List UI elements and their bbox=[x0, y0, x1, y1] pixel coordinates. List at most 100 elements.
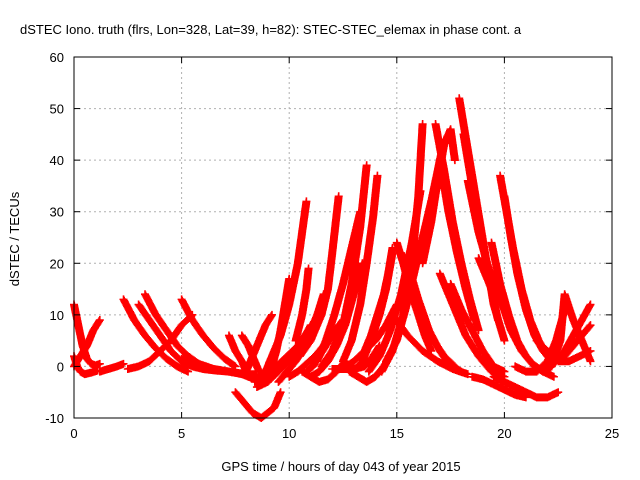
data-point bbox=[370, 334, 372, 337]
data-point bbox=[456, 252, 458, 254]
data-point bbox=[245, 370, 247, 373]
series-26 bbox=[295, 192, 343, 361]
data-point bbox=[501, 303, 503, 306]
data-point bbox=[434, 180, 437, 182]
data-point bbox=[458, 97, 460, 99]
data-point bbox=[170, 350, 172, 352]
data-point bbox=[568, 360, 570, 362]
data-point bbox=[267, 412, 269, 414]
data-point bbox=[342, 360, 344, 362]
data-point bbox=[389, 329, 391, 331]
data-point bbox=[299, 345, 301, 347]
data-point bbox=[400, 252, 402, 254]
data-point bbox=[465, 334, 467, 337]
data-point bbox=[516, 273, 518, 275]
data-point bbox=[267, 381, 269, 383]
data-point bbox=[295, 340, 297, 342]
data-point bbox=[79, 355, 82, 357]
data-point bbox=[148, 319, 150, 321]
data-point bbox=[241, 360, 243, 362]
data-point bbox=[215, 369, 217, 372]
data-point bbox=[374, 376, 376, 378]
data-point bbox=[353, 360, 355, 362]
data-point bbox=[176, 365, 178, 368]
data-point bbox=[521, 350, 523, 352]
data-point bbox=[417, 195, 419, 197]
data-point bbox=[137, 303, 140, 306]
data-point bbox=[510, 329, 512, 331]
data-point bbox=[363, 350, 366, 352]
data-point bbox=[391, 314, 394, 316]
data-point bbox=[477, 355, 480, 357]
data-point bbox=[275, 365, 277, 368]
series-41 bbox=[388, 310, 472, 379]
data-point bbox=[490, 242, 493, 244]
data-point bbox=[254, 381, 256, 383]
data-point bbox=[316, 360, 318, 362]
data-point bbox=[331, 350, 333, 352]
data-point bbox=[589, 350, 592, 352]
data-point bbox=[342, 368, 344, 370]
y-axis-label: dSTEC / TECUs bbox=[7, 191, 22, 286]
series-22 bbox=[291, 264, 313, 345]
data-point bbox=[579, 355, 581, 357]
data-point bbox=[353, 293, 355, 295]
axis-ticks: 0 5 10 15 20 25 -10 0 10 20 30 40 50 60 bbox=[45, 50, 619, 441]
data-point bbox=[359, 303, 361, 306]
data-point bbox=[279, 391, 282, 393]
data-point bbox=[122, 298, 125, 300]
data-point bbox=[144, 334, 146, 337]
data-point bbox=[288, 278, 290, 280]
data-point bbox=[546, 350, 549, 352]
series-markers bbox=[231, 388, 285, 422]
data-point bbox=[82, 345, 84, 347]
data-point bbox=[450, 283, 452, 285]
data-point bbox=[331, 368, 333, 370]
data-point bbox=[374, 340, 376, 342]
data-point bbox=[477, 329, 480, 331]
data-point bbox=[159, 334, 161, 337]
data-point bbox=[258, 376, 260, 378]
data-point bbox=[385, 324, 387, 326]
data-point bbox=[327, 378, 329, 380]
data-point bbox=[338, 195, 340, 197]
data-point bbox=[387, 273, 389, 275]
data-point bbox=[525, 391, 527, 393]
data-point bbox=[564, 293, 566, 295]
data-point bbox=[333, 314, 335, 316]
data-point bbox=[288, 360, 290, 362]
data-point bbox=[430, 221, 432, 223]
data-point bbox=[484, 273, 486, 275]
data-point bbox=[258, 340, 260, 342]
data-point bbox=[318, 370, 320, 373]
series-46 bbox=[435, 269, 509, 381]
data-point bbox=[191, 365, 193, 368]
data-point bbox=[378, 355, 381, 357]
data-point bbox=[342, 283, 344, 285]
series-19 bbox=[263, 274, 294, 386]
data-point bbox=[396, 340, 398, 342]
data-point bbox=[198, 363, 200, 365]
data-point bbox=[155, 347, 157, 349]
data-point bbox=[202, 368, 204, 370]
data-point bbox=[331, 252, 333, 254]
data-point bbox=[473, 319, 475, 321]
data-point bbox=[396, 242, 398, 244]
data-point bbox=[471, 376, 473, 378]
data-point bbox=[493, 365, 495, 368]
data-point bbox=[452, 303, 454, 306]
data-point bbox=[264, 324, 267, 326]
data-point bbox=[572, 319, 574, 321]
data-point bbox=[310, 340, 312, 342]
data-point bbox=[325, 340, 327, 342]
data-point bbox=[411, 262, 413, 264]
data-point bbox=[572, 345, 574, 347]
y-tick-label: 50 bbox=[50, 102, 64, 117]
data-point bbox=[391, 247, 394, 249]
data-point bbox=[536, 370, 538, 373]
data-point bbox=[422, 350, 424, 352]
data-point bbox=[351, 340, 353, 342]
data-point bbox=[428, 329, 430, 331]
data-point bbox=[525, 370, 527, 373]
x-axis-label: GPS time / hours of day 043 of year 2015 bbox=[221, 459, 460, 474]
